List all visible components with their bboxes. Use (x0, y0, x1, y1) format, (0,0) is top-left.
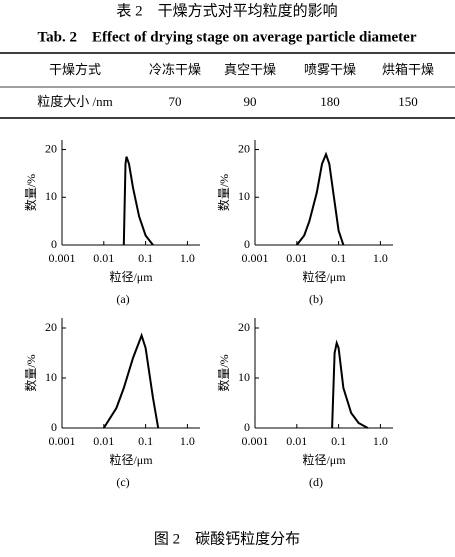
y-tick-label: 20 (45, 320, 57, 334)
x-tick-label: 0.01 (286, 251, 307, 265)
table-cell: 粒度大小 /nm (37, 94, 112, 109)
x-label: 粒径/μm (302, 269, 346, 284)
table-header: 喷雾干燥 (304, 62, 356, 77)
y-label: 数量/% (23, 174, 38, 211)
table-header: 冷冻干燥 (149, 62, 201, 77)
y-tick-label: 0 (51, 237, 57, 251)
table-header: 干燥方式 (49, 62, 101, 77)
subfigure-label: (d) (309, 475, 323, 489)
x-tick-label: 0.001 (242, 434, 269, 448)
x-tick-label: 0.1 (138, 251, 153, 265)
x-tick-label: 0.001 (49, 434, 76, 448)
curve (296, 151, 345, 246)
y-tick-label: 10 (45, 370, 57, 384)
subfigure-label: (c) (116, 475, 129, 489)
table-cell: 150 (398, 94, 418, 109)
table-cell: 70 (169, 94, 182, 109)
subfigure-label: (b) (309, 292, 323, 306)
table-title-en: Tab. 2 Effect of drying stage on average… (38, 29, 417, 45)
subfigure-label: (a) (116, 292, 129, 306)
table-header: 真空干燥 (224, 62, 276, 77)
figure-caption: 图 2 碳酸钙粒度分布 (154, 530, 300, 547)
y-tick-label: 0 (244, 237, 250, 251)
y-label: 数量/% (216, 174, 231, 211)
x-tick-label: 0.01 (93, 434, 114, 448)
curve (122, 156, 154, 246)
y-label: 数量/% (23, 354, 38, 391)
x-label: 粒径/μm (109, 269, 153, 284)
x-tick-label: 0.001 (242, 251, 269, 265)
table-cell: 180 (320, 94, 340, 109)
x-label: 粒径/μm (109, 452, 153, 467)
x-label: 粒径/μm (302, 452, 346, 467)
y-label: 数量/% (216, 354, 231, 391)
curve (102, 332, 160, 429)
x-tick-label: 0.01 (286, 434, 307, 448)
table-header: 烘箱干燥 (382, 62, 434, 77)
x-tick-label: 0.1 (331, 251, 346, 265)
x-tick-label: 1.0 (373, 251, 388, 265)
curve (331, 339, 369, 429)
y-tick-label: 10 (45, 189, 57, 203)
x-tick-label: 1.0 (373, 434, 388, 448)
y-tick-label: 20 (238, 141, 250, 155)
x-tick-label: 1.0 (180, 434, 195, 448)
y-tick-label: 0 (51, 420, 57, 434)
y-tick-label: 0 (244, 420, 250, 434)
y-tick-label: 20 (45, 141, 57, 155)
x-tick-label: 0.1 (138, 434, 153, 448)
y-tick-label: 10 (238, 370, 250, 384)
table-title: 表 2 干燥方式对平均粒度的影响 (116, 2, 337, 19)
y-tick-label: 20 (238, 320, 250, 334)
x-tick-label: 0.1 (331, 434, 346, 448)
x-tick-label: 1.0 (180, 251, 195, 265)
table-cell: 90 (244, 94, 257, 109)
x-tick-label: 0.01 (93, 251, 114, 265)
x-tick-label: 0.001 (49, 251, 76, 265)
y-tick-label: 10 (238, 189, 250, 203)
